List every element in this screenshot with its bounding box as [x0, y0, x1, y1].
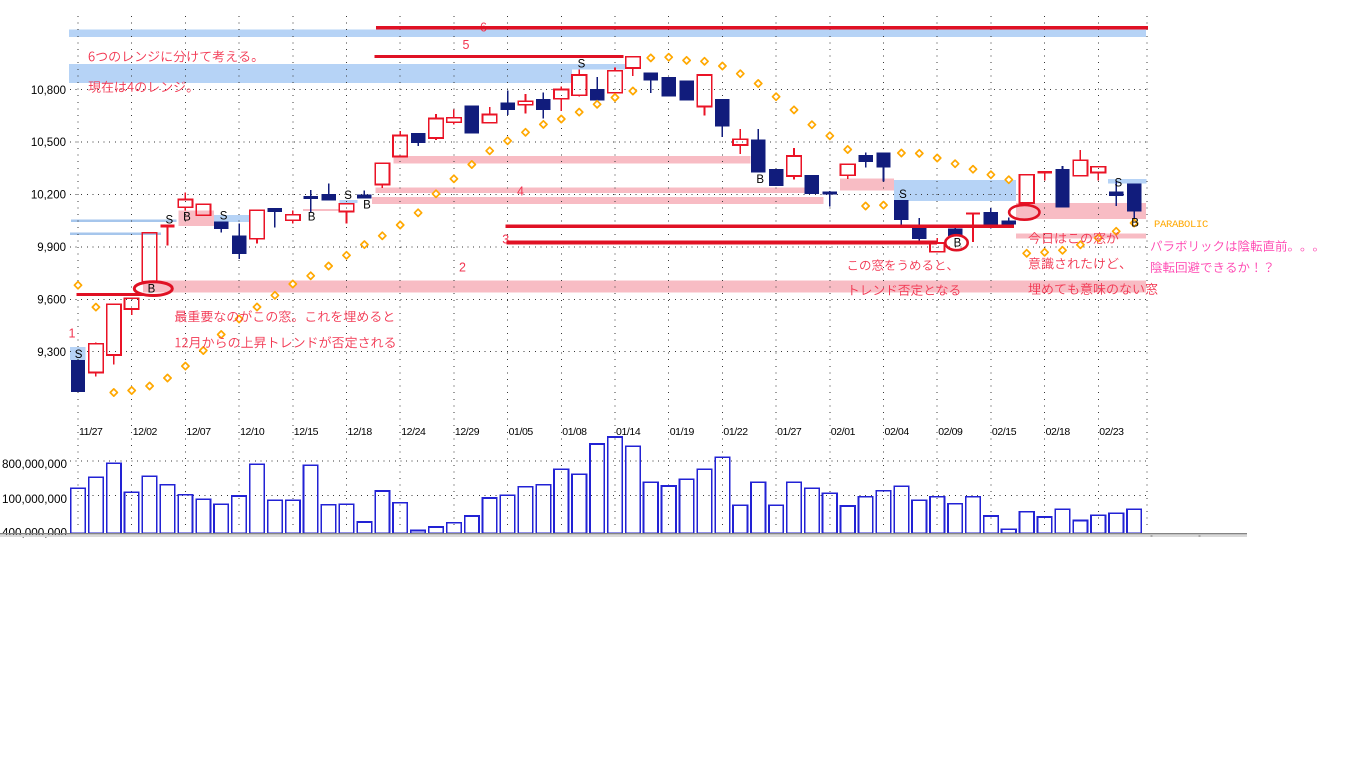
svg-text:S: S: [165, 214, 173, 226]
svg-text:01/19: 01/19: [670, 426, 695, 438]
svg-text:12/10: 12/10: [240, 426, 265, 438]
svg-text:2: 2: [459, 261, 466, 275]
svg-text:02/23: 02/23: [1099, 426, 1124, 438]
svg-text:02/09: 02/09: [938, 426, 963, 438]
svg-text:B: B: [148, 284, 156, 296]
svg-text:01/22: 01/22: [723, 426, 748, 438]
svg-text:9,600: 9,600: [37, 295, 66, 307]
svg-text:3: 3: [502, 233, 509, 247]
svg-text:S: S: [344, 190, 352, 202]
svg-text:S: S: [578, 59, 586, 71]
svg-text:10,500: 10,500: [31, 137, 66, 149]
svg-text:02/01: 02/01: [831, 426, 856, 438]
svg-text:800,000,000: 800,000,000: [2, 458, 67, 471]
svg-text:02/04: 02/04: [885, 426, 910, 438]
svg-text:12/29: 12/29: [455, 426, 480, 438]
svg-text:B: B: [954, 238, 962, 250]
svg-text:01/08: 01/08: [562, 426, 587, 438]
svg-text:12/07: 12/07: [186, 426, 211, 438]
svg-text:11/27: 11/27: [79, 426, 103, 438]
svg-text:9,300: 9,300: [37, 347, 66, 359]
svg-text:PARABOLIC: PARABOLIC: [1154, 219, 1208, 231]
svg-text:12/15: 12/15: [294, 426, 319, 438]
svg-text:02/18: 02/18: [1046, 426, 1071, 438]
svg-text:S: S: [1114, 178, 1122, 190]
svg-text:5: 5: [463, 38, 470, 52]
svg-text:12/02: 12/02: [133, 426, 158, 438]
svg-text:B: B: [308, 212, 316, 224]
svg-text:S: S: [899, 189, 907, 201]
svg-text:01/05: 01/05: [509, 426, 534, 438]
svg-text:B: B: [1131, 218, 1139, 230]
svg-text:12/18: 12/18: [348, 426, 373, 438]
svg-text:10,800: 10,800: [31, 85, 66, 97]
svg-text:100,000,000: 100,000,000: [2, 493, 67, 506]
svg-text:02/15: 02/15: [992, 426, 1017, 438]
svg-text:S: S: [220, 210, 228, 222]
svg-text:9,900: 9,900: [37, 242, 66, 254]
svg-text:1: 1: [69, 326, 76, 340]
svg-text:S: S: [75, 349, 83, 361]
svg-text:B: B: [183, 212, 191, 224]
svg-text:12/24: 12/24: [401, 426, 426, 438]
svg-text:10,200: 10,200: [31, 190, 66, 202]
svg-text:4: 4: [517, 185, 524, 199]
svg-text:01/27: 01/27: [777, 426, 802, 438]
svg-text:01/14: 01/14: [616, 426, 641, 438]
svg-text:B: B: [363, 199, 371, 211]
svg-text:B: B: [756, 174, 764, 186]
